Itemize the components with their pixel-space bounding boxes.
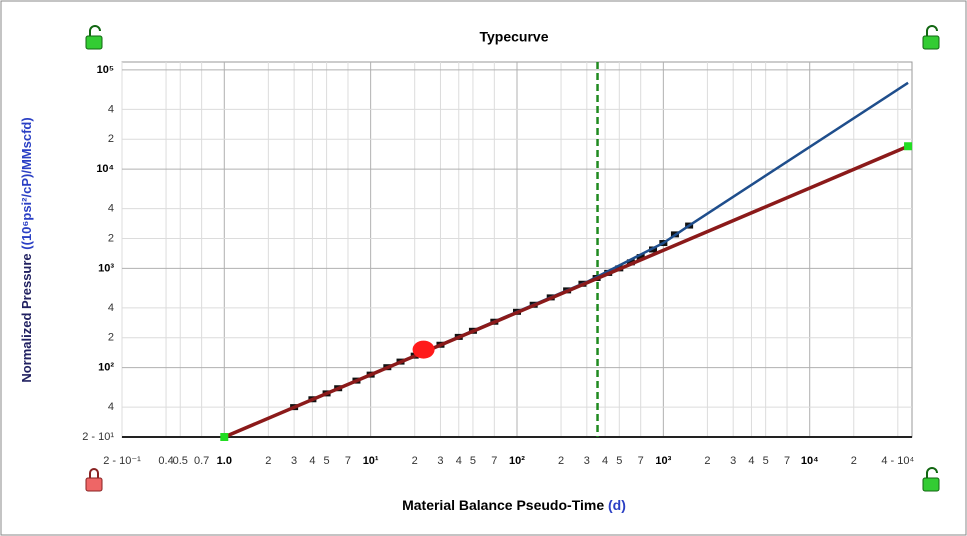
x-tick-label: 5 (616, 455, 622, 467)
y-tick-label: 10⁴ (96, 163, 114, 175)
x-tick-label: 4 (456, 455, 462, 467)
x-tick-label: 2 - 10⁻¹ (103, 455, 141, 467)
y-tick-label: 2 (108, 232, 114, 244)
x-tick-label: 3 (730, 455, 736, 467)
x-tick-label: 4 (748, 455, 754, 467)
x-tick-label: 0.7 (194, 455, 209, 467)
x-tick-label: 2 (265, 455, 271, 467)
x-tick-label: 10² (509, 455, 525, 467)
x-tick-label: 7 (638, 455, 644, 467)
y-tick-label: 2 (108, 133, 114, 145)
x-tick-label: 3 (437, 455, 443, 467)
x-tick-label: 4 (309, 455, 315, 467)
y-tick-label: 2 (108, 332, 114, 344)
lock-icon[interactable] (922, 467, 940, 492)
y-tick-label: 10⁵ (97, 64, 114, 76)
lock-icon[interactable] (85, 468, 103, 492)
x-tick-label: 7 (784, 455, 790, 467)
match-point (412, 340, 435, 359)
x-tick-label: 0.4 (158, 455, 173, 467)
y-tick-label: 4 (108, 203, 114, 215)
y-tick-label: 4 (108, 401, 114, 413)
y-tick-label: 4 (108, 302, 114, 314)
x-tick-label: 3 (584, 455, 590, 467)
y-label-text: Normalized Pressure (19, 253, 34, 382)
x-unit: (d) (608, 497, 626, 513)
y-tick-label: 4 (108, 103, 114, 115)
x-label-text: Material Balance Pseudo-Time (402, 497, 604, 513)
endpoint-marker (904, 142, 913, 151)
x-tick-label: 2 (851, 455, 857, 467)
x-tick-label: 2 (704, 455, 710, 467)
x-tick-label: 7 (491, 455, 497, 467)
y-unit: ((10⁶psi²/cP)/MMscfd) (19, 117, 34, 249)
x-tick-label: 4 - 10⁴ (881, 455, 914, 467)
x-tick-label: 0.5 (173, 455, 188, 467)
y-tick-label: 2 - 10¹ (82, 431, 114, 443)
x-tick-label: 1.0 (217, 455, 232, 467)
endpoint-marker (220, 433, 229, 441)
x-tick-label: 5 (470, 455, 476, 467)
x-tick-label: 3 (291, 455, 297, 467)
series-line (223, 144, 909, 439)
x-tick-label: 2 (412, 455, 418, 467)
y-tick-label: 10² (98, 362, 114, 374)
x-tick-label: 5 (763, 455, 769, 467)
x-tick-label: 10¹ (363, 455, 379, 467)
x-axis-label: Material Balance Pseudo-Time (d) (402, 497, 626, 513)
x-tick-label: 10³ (655, 455, 671, 467)
x-tick-label: 7 (345, 455, 351, 467)
lock-icon[interactable] (85, 25, 103, 50)
lock-icon[interactable] (922, 25, 940, 50)
data-point (636, 254, 645, 261)
x-tick-label: 4 (602, 455, 608, 467)
y-axis-label: Normalized Pressure ((10⁶psi²/cP)/MMscfd… (19, 117, 34, 382)
y-tick-label: 10³ (98, 262, 114, 274)
chart-title: Typecurve (480, 29, 549, 45)
x-tick-label: 10⁴ (801, 455, 819, 467)
x-tick-label: 5 (324, 455, 330, 467)
x-tick-label: 2 (558, 455, 564, 467)
